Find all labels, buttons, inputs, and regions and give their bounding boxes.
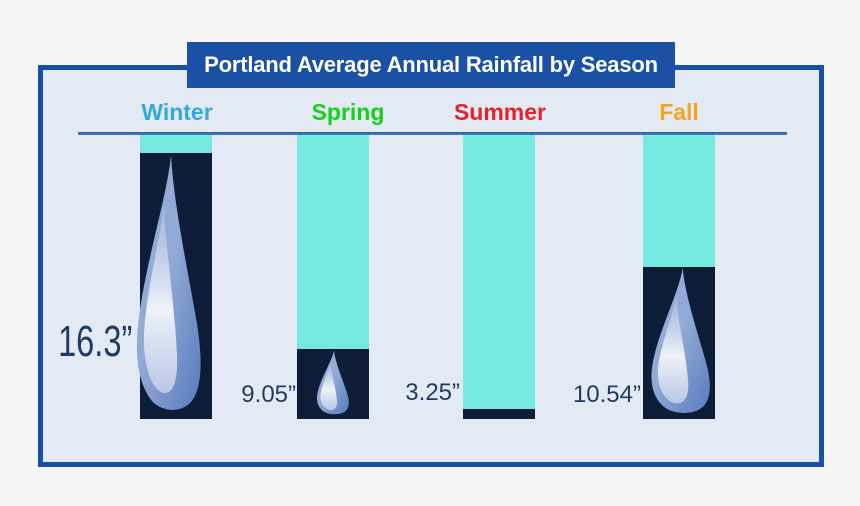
axis-line	[78, 132, 787, 135]
bar-filled-segment	[643, 267, 715, 419]
bar-remaining-segment	[463, 135, 535, 409]
bar-winter	[136, 135, 212, 419]
raindrop-icon	[136, 155, 201, 410]
value-label-fall: 10.54”	[572, 381, 641, 408]
bar-filled-segment	[463, 409, 535, 419]
bar-spring	[297, 135, 369, 419]
raindrop-icon	[316, 350, 349, 415]
bar-remaining-segment	[297, 135, 369, 349]
bar-filled-segment	[297, 349, 369, 419]
value-label-winter: 16.3”	[57, 317, 132, 366]
season-label-winter: Winter	[141, 99, 213, 125]
value-label-spring: 9.05”	[241, 381, 296, 408]
chart-title-bar: Portland Average Annual Rainfall by Seas…	[187, 42, 675, 88]
bar-remaining-segment	[140, 135, 212, 153]
season-label-summer: Summer	[453, 99, 547, 125]
chart-title: Portland Average Annual Rainfall by Seas…	[204, 52, 658, 77]
season-label-fall: Fall	[659, 99, 699, 125]
bar-filled-segment	[136, 153, 212, 419]
value-label-summer: 3.25”	[405, 379, 460, 406]
bar-remaining-segment	[643, 135, 715, 267]
bar-summer	[463, 135, 535, 419]
raindrop-icon	[651, 268, 710, 413]
bar-fall	[643, 135, 715, 419]
season-label-spring: Spring	[311, 99, 385, 125]
